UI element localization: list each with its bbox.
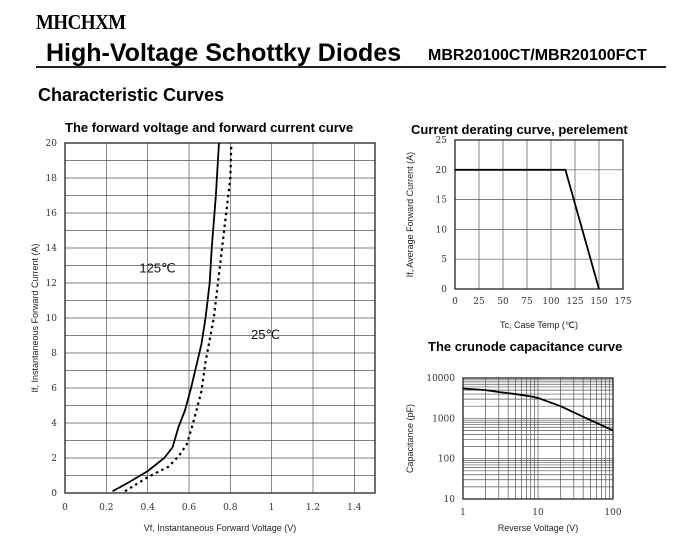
x-tick-label: 100: [542, 297, 559, 307]
y-tick-label: 1000: [432, 414, 455, 424]
series-line-1: [462, 387, 614, 432]
x-tick-label: 75: [521, 297, 533, 307]
x-tick-label: 0.2: [99, 503, 113, 513]
chart-title: The forward voltage and forward current …: [65, 120, 353, 135]
curve-label: 25℃: [251, 327, 280, 342]
y-tick-label: 12: [46, 279, 57, 289]
y-tick-label: 18: [46, 174, 58, 184]
section-title: Characteristic Curves: [38, 85, 225, 105]
y-tick-label: 16: [46, 209, 58, 219]
brand-logo: MHCHXM: [36, 10, 126, 34]
x-tick-label: 0.4: [141, 503, 156, 513]
x-tick-label: 1.2: [306, 503, 320, 513]
y-tick-label: 20: [436, 166, 448, 176]
header-divider: [36, 66, 666, 68]
x-tick-label: 0.6: [182, 503, 197, 513]
x-tick-label: 125: [566, 297, 583, 307]
series-line-1: [455, 168, 600, 290]
y-tick-label: 8: [51, 349, 57, 359]
plot-frame: [64, 142, 376, 494]
curve-label: 125℃: [139, 261, 175, 276]
y-tick-label: 20: [46, 139, 58, 149]
y-tick-label: 4: [51, 419, 57, 429]
x-axis-label: Reverse Voltage (V): [498, 523, 579, 533]
y-tick-label: 25: [436, 136, 448, 146]
y-tick-label: 100: [438, 455, 455, 465]
y-tick-label: 6: [51, 384, 57, 394]
y-tick-label: 10: [436, 225, 448, 235]
x-tick-label: 1: [269, 503, 275, 513]
x-tick-label: 10: [532, 508, 544, 518]
x-axis-label: Vf, Instantaneous Forward Voltage (V): [144, 523, 297, 533]
y-tick-label: 2: [51, 454, 57, 464]
y-tick-label: 0: [51, 489, 57, 499]
chart-title: The crunode capacitance curve: [428, 339, 622, 354]
plot-frame: [454, 139, 624, 290]
x-axis-label: Tc, Case Temp (℃): [500, 320, 578, 330]
x-tick-label: 175: [614, 297, 631, 307]
y-tick-label: 15: [436, 196, 448, 206]
y-tick-label: 10: [444, 495, 456, 505]
y-axis-label: If, Instantaneous Forward Current (A): [30, 243, 40, 392]
x-tick-label: 0: [452, 297, 458, 307]
x-tick-label: 0: [62, 503, 68, 513]
x-tick-label: 25: [473, 297, 485, 307]
y-tick-label: 0: [441, 285, 447, 295]
series-line-1: [112, 142, 220, 493]
y-tick-label: 10: [46, 314, 58, 324]
y-axis-label: If, Average Forward Current (A): [405, 152, 415, 277]
y-tick-label: 5: [441, 255, 447, 265]
y-tick-label: 14: [46, 244, 58, 254]
y-axis-label: Capacitance (pF): [405, 404, 415, 473]
chart-title: Current derating curve, perelement: [411, 122, 628, 137]
x-tick-label: 0.8: [223, 503, 238, 513]
page-title: High-Voltage Schottky Diodes: [46, 39, 402, 67]
part-number: MBR20100CT/MBR20100FCT: [428, 47, 647, 64]
plot-frame: [462, 377, 614, 500]
x-tick-label: 150: [590, 297, 607, 307]
x-tick-label: 100: [604, 508, 621, 518]
x-tick-label: 50: [497, 297, 509, 307]
y-tick-label: 10000: [426, 374, 455, 384]
series-line-2: [124, 142, 233, 493]
x-tick-label: 1: [460, 508, 466, 518]
x-tick-label: 1.4: [347, 503, 362, 513]
